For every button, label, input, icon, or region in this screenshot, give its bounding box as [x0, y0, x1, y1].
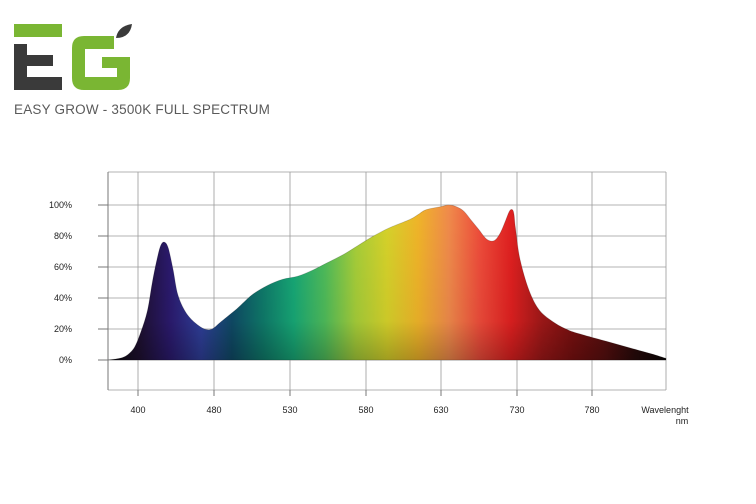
x-tick-label-0: 400 — [130, 405, 145, 415]
spectrum-series-outline — [107, 204, 667, 361]
y-tick-label-5: 100% — [49, 200, 72, 210]
y-tick-label-2: 40% — [54, 293, 72, 303]
x-tick-label-3: 580 — [358, 405, 373, 415]
y-tick-label-3: 60% — [54, 262, 72, 272]
spectrum-area — [107, 204, 667, 361]
logo-g-shape — [72, 36, 130, 90]
easy-grow-logo — [14, 24, 134, 92]
leaf-icon — [116, 24, 132, 38]
y-tick-label-0: 0% — [59, 355, 72, 365]
x-axis-labels: 400 480 530 580 630 730 780 — [130, 405, 599, 415]
logo-e-top-bar — [14, 24, 62, 37]
spectrum-series-shade — [108, 205, 666, 360]
x-tick-label-5: 730 — [509, 405, 524, 415]
y-tick-label-4: 80% — [54, 231, 72, 241]
x-axis-title: Wavelenght — [641, 405, 689, 415]
x-tick-label-1: 480 — [206, 405, 221, 415]
y-axis-labels: 0% 20% 40% 60% 80% 100% — [49, 200, 72, 365]
x-tick-label-6: 780 — [584, 405, 599, 415]
logo-e-middle-bar — [27, 55, 53, 66]
x-axis-unit: nm — [676, 416, 689, 426]
logo-e-bottom-bar — [14, 77, 62, 90]
y-tick-label-1: 20% — [54, 324, 72, 334]
chart-axes — [98, 172, 593, 396]
chart-title: EASY GROW - 3500K FULL SPECTRUM — [14, 102, 271, 117]
x-tick-label-2: 530 — [282, 405, 297, 415]
logo-mark-icon — [14, 24, 132, 90]
x-tick-label-4: 630 — [433, 405, 448, 415]
